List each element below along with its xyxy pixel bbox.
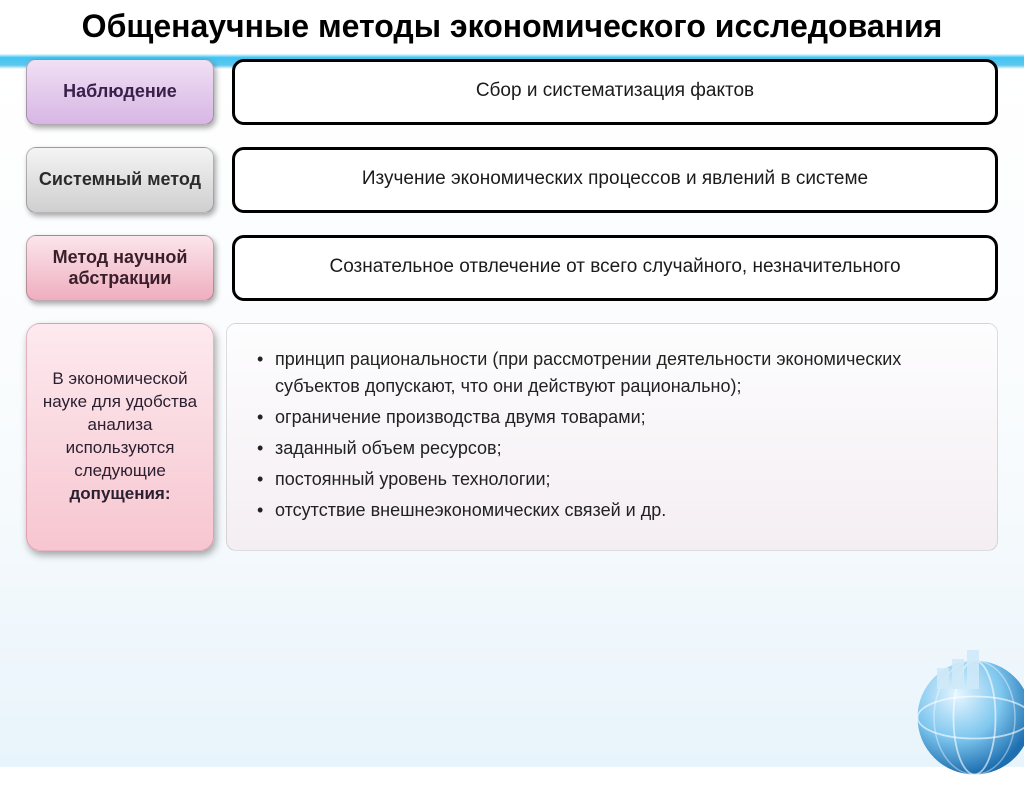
assumptions-intro-box: В экономической науке для удобства анали… [26, 323, 214, 551]
assumption-bullet: постоянный уровень технологии; [257, 466, 975, 493]
method-label-box: Метод научной абстракции [26, 235, 214, 301]
method-desc-box: Изучение экономических процессов и явлен… [232, 147, 998, 213]
assumptions-intro-text: В экономической науке для удобства анали… [43, 369, 197, 480]
content-area: Наблюдение Сбор и систематизация фактов … [0, 59, 1024, 551]
globe-decoration-icon [892, 635, 1024, 785]
method-label: Системный метод [39, 169, 201, 190]
assumptions-intro-bold: допущения: [70, 484, 171, 503]
page-title: Общенаучные методы экономического исслед… [0, 0, 1024, 59]
assumptions-intro: В экономической науке для удобства анали… [41, 368, 199, 506]
method-row: Системный метод Изучение экономических п… [26, 147, 998, 213]
method-label-box: Системный метод [26, 147, 214, 213]
method-desc: Сознательное отвлечение от всего случайн… [329, 256, 900, 279]
assumption-bullet: отсутствие внешнеэкономических связей и … [257, 497, 975, 524]
assumption-bullet: ограничение производства двумя товарами; [257, 404, 975, 431]
method-desc: Изучение экономических процессов и явлен… [362, 168, 868, 191]
method-label-box: Наблюдение [26, 59, 214, 125]
method-desc: Сбор и систематизация фактов [476, 80, 754, 103]
assumptions-row: В экономической науке для удобства анали… [26, 323, 998, 551]
method-row: Метод научной абстракции Сознательное от… [26, 235, 998, 301]
assumptions-bullets-box: принцип рациональности (при рассмотрении… [226, 323, 998, 551]
method-row: Наблюдение Сбор и систематизация фактов [26, 59, 998, 125]
method-desc-box: Сознательное отвлечение от всего случайн… [232, 235, 998, 301]
assumption-bullet: заданный объем ресурсов; [257, 435, 975, 462]
assumptions-bullets-list: принцип рациональности (при рассмотрении… [257, 346, 975, 524]
method-label: Метод научной абстракции [37, 247, 203, 288]
assumption-bullet: принцип рациональности (при рассмотрении… [257, 346, 975, 400]
method-label: Наблюдение [63, 81, 177, 102]
method-desc-box: Сбор и систематизация фактов [232, 59, 998, 125]
